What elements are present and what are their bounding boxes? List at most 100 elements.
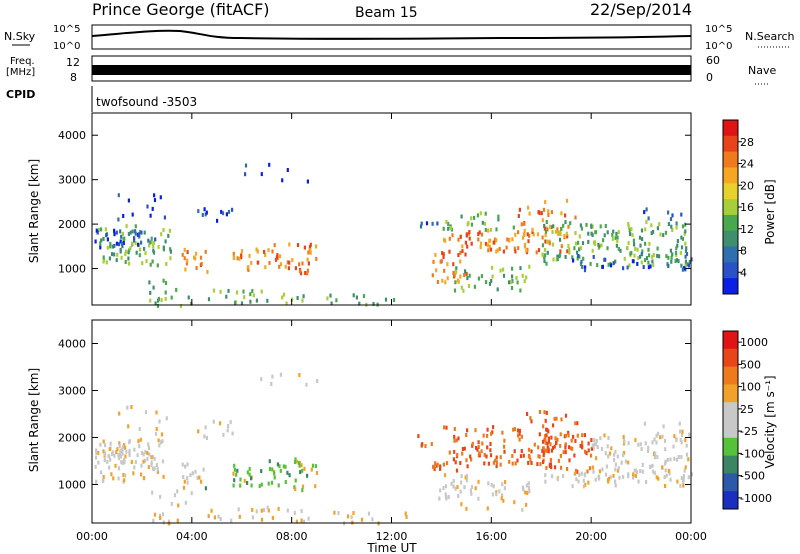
range-cell — [533, 442, 536, 447]
range-cell — [675, 221, 678, 226]
range-cell — [134, 460, 137, 464]
range-cell — [577, 479, 580, 484]
range-cell — [639, 442, 642, 447]
range-cell — [470, 485, 474, 490]
range-cell — [466, 428, 469, 433]
range-cell — [521, 485, 524, 490]
range-cell — [234, 300, 237, 305]
range-cell — [118, 441, 121, 446]
range-cell — [541, 218, 544, 223]
range-cell — [133, 238, 136, 243]
range-cell — [260, 482, 263, 487]
range-cell — [592, 240, 596, 245]
range-cell — [460, 480, 463, 485]
range-cell — [671, 213, 674, 218]
range-cell — [111, 452, 114, 456]
range-cell — [230, 518, 233, 523]
range-cell — [248, 253, 251, 258]
range-cell — [276, 462, 279, 467]
range-cell — [622, 453, 625, 457]
range-cell — [486, 506, 489, 511]
range-cell — [157, 438, 160, 443]
range-cell — [271, 249, 274, 254]
range-cell — [212, 288, 215, 293]
range-cell — [477, 496, 480, 501]
range-cell — [436, 280, 439, 284]
range-cell — [147, 442, 150, 447]
range-cell — [548, 241, 551, 246]
range-cell — [306, 271, 309, 276]
range-cell — [562, 473, 565, 478]
range-cell — [102, 255, 105, 260]
range-cell — [581, 444, 584, 449]
range-cell — [130, 460, 133, 465]
range-cell — [669, 217, 673, 222]
range-cell — [347, 514, 350, 519]
range-cell — [302, 519, 306, 524]
range-cell — [622, 437, 625, 442]
range-cell — [384, 297, 388, 302]
range-cell — [117, 456, 121, 461]
range-cell — [574, 215, 577, 220]
range-cell — [530, 449, 533, 454]
range-cell — [191, 471, 194, 476]
range-cell — [255, 247, 258, 252]
range-cell — [465, 433, 468, 437]
range-cell — [94, 464, 97, 469]
range-cell — [120, 241, 124, 246]
range-cell — [453, 273, 456, 277]
range-cell — [444, 280, 447, 285]
range-cell — [210, 508, 213, 513]
range-cell — [417, 434, 420, 439]
range-cell — [144, 449, 147, 454]
range-cell — [193, 255, 196, 260]
range-cell — [251, 515, 254, 520]
range-cell — [639, 243, 642, 248]
range-cell — [468, 273, 471, 278]
range-cell — [516, 458, 519, 463]
x-tick-label: 04:00 — [176, 530, 208, 543]
range-cell — [545, 261, 548, 266]
range-cell — [488, 239, 491, 243]
range-cell — [274, 257, 278, 262]
range-cell — [681, 236, 685, 241]
range-cell — [503, 486, 506, 491]
range-cell — [559, 252, 562, 257]
range-cell — [591, 233, 594, 237]
range-cell — [490, 278, 493, 283]
range-cell — [513, 449, 516, 454]
range-cell — [564, 254, 567, 259]
range-cell — [589, 453, 593, 458]
range-cell — [563, 234, 566, 239]
range-cell — [309, 250, 312, 255]
range-cell — [547, 436, 550, 441]
range-cell — [527, 239, 530, 244]
range-cell — [444, 484, 448, 489]
range-cell — [525, 248, 528, 253]
range-cell — [655, 475, 658, 480]
range-cell — [613, 452, 616, 457]
range-cell — [574, 421, 577, 426]
range-cell — [202, 467, 205, 472]
range-cell — [543, 450, 546, 455]
range-cell — [281, 295, 284, 300]
colorbar-segment — [723, 262, 738, 279]
range-cell — [268, 260, 271, 265]
range-cell — [523, 279, 526, 284]
range-cell — [127, 256, 130, 261]
range-cell — [244, 163, 248, 168]
range-cell — [631, 233, 634, 238]
range-cell — [293, 460, 297, 464]
range-cell — [242, 289, 245, 294]
range-cell — [527, 460, 530, 465]
range-cell — [494, 458, 497, 463]
range-cell — [281, 178, 284, 183]
range-cell — [442, 252, 445, 257]
range-cell — [114, 463, 117, 468]
range-cell — [122, 473, 125, 477]
range-cell — [541, 243, 544, 248]
range-cell — [333, 510, 336, 515]
range-cell — [157, 296, 160, 301]
range-cell — [616, 454, 619, 459]
range-cell — [545, 410, 548, 415]
